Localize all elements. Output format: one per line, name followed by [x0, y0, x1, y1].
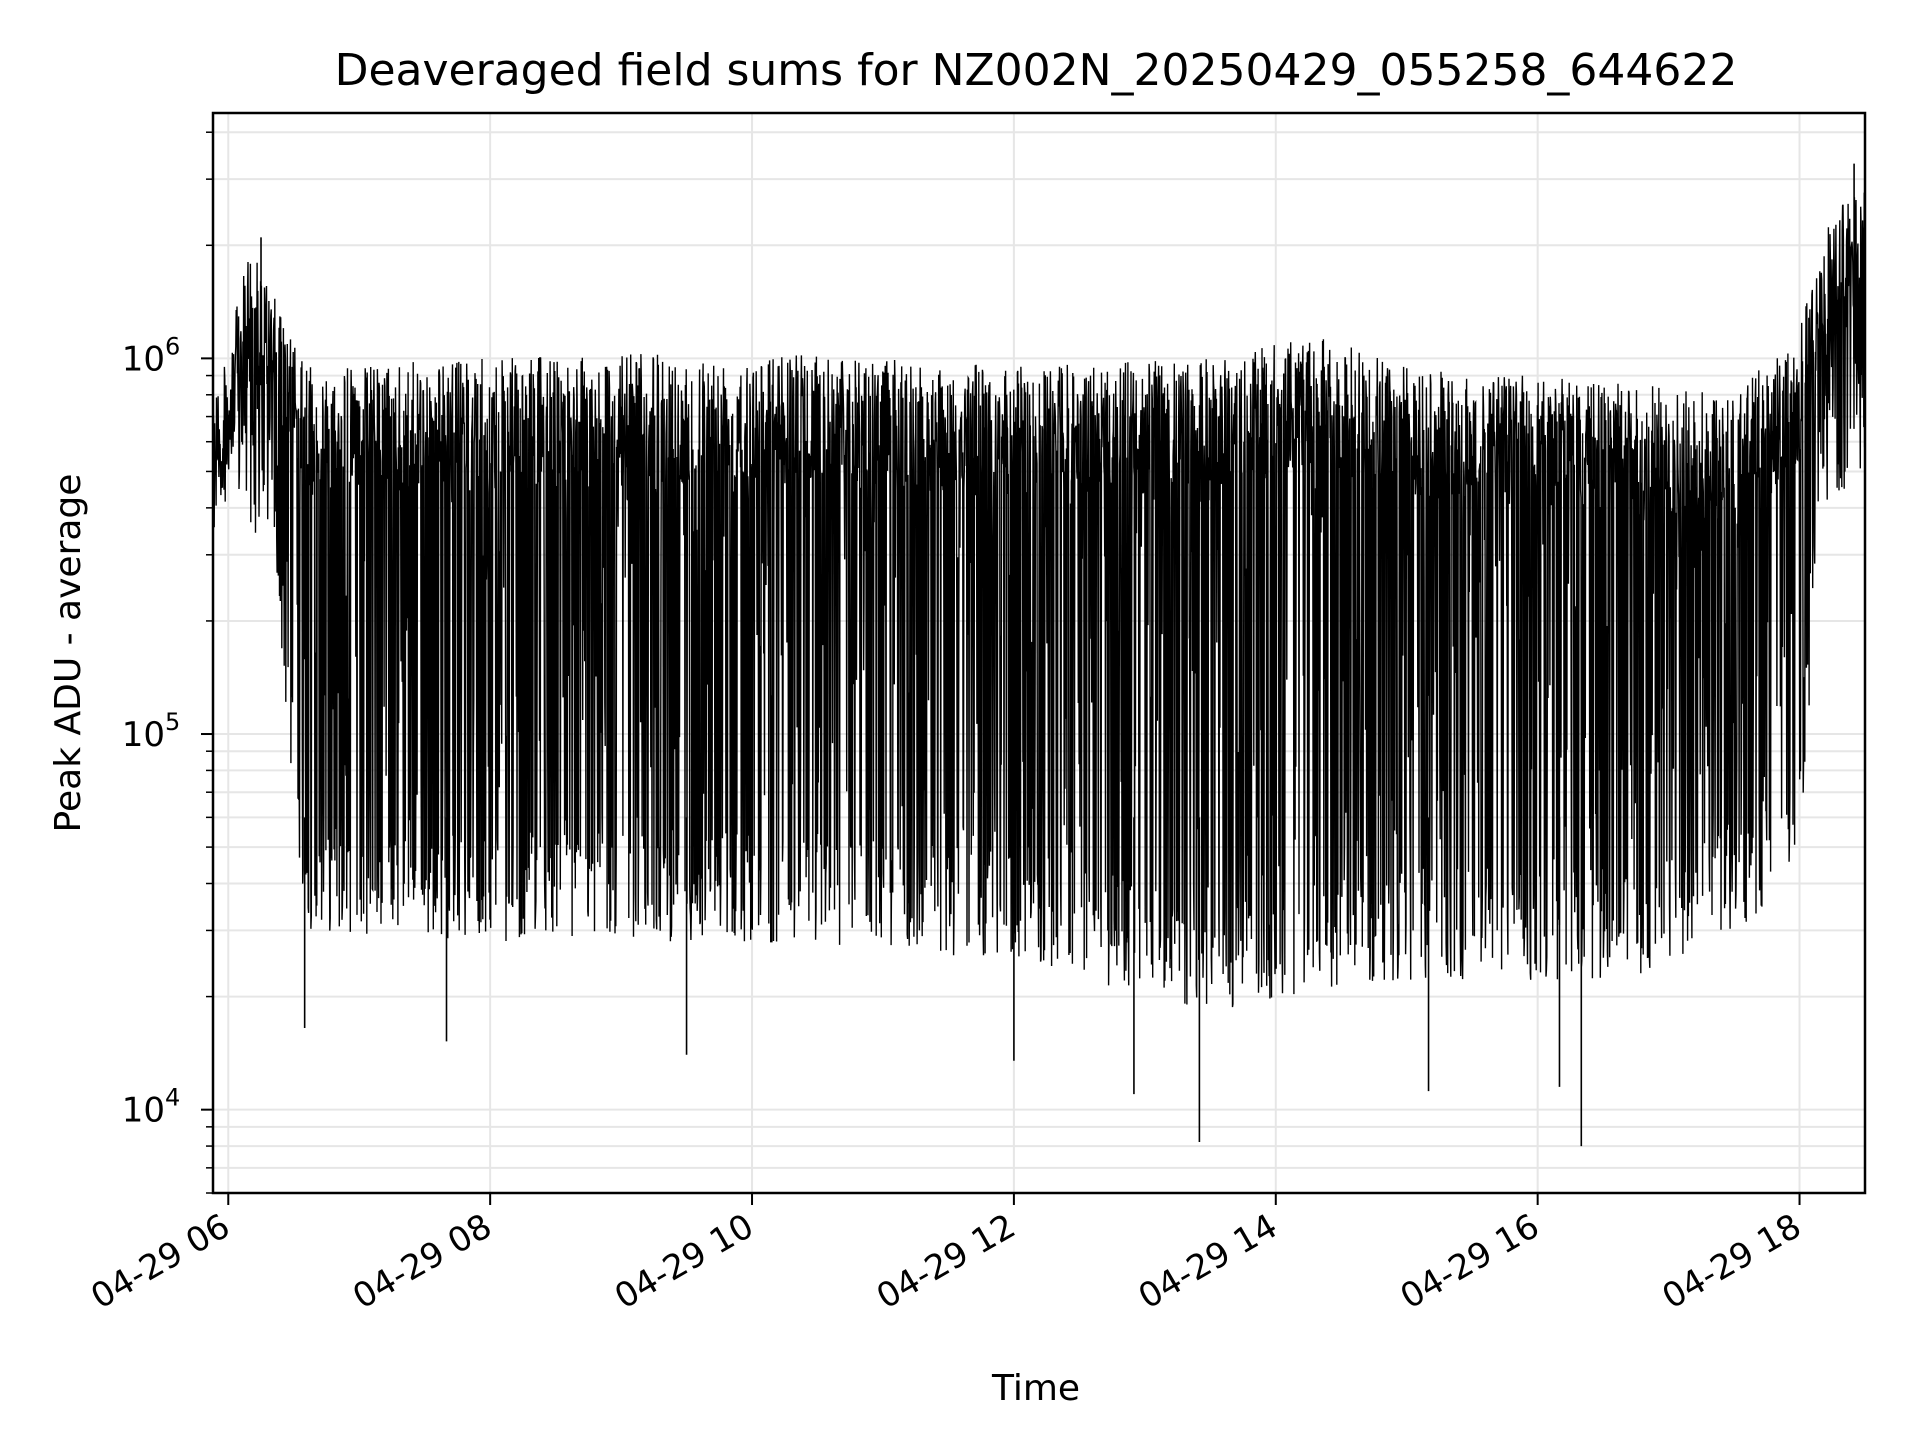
chart-title: Deaveraged field sums for NZ002N_2025042…: [335, 45, 1738, 96]
y-tick-label: 104: [122, 1084, 181, 1131]
axes: [211, 111, 1867, 1195]
series-path: [212, 192, 1866, 1008]
x-axis-label: Time: [991, 1368, 1080, 1409]
y-tick-label: 105: [122, 708, 181, 755]
plot-frame: [211, 111, 1867, 1195]
y-tick-label: 106: [122, 332, 181, 379]
series-line: [212, 163, 1866, 1147]
y-axis-ticks: 104 105 106: [122, 131, 213, 1194]
y-axis-label: Peak ADU - average: [48, 474, 89, 833]
